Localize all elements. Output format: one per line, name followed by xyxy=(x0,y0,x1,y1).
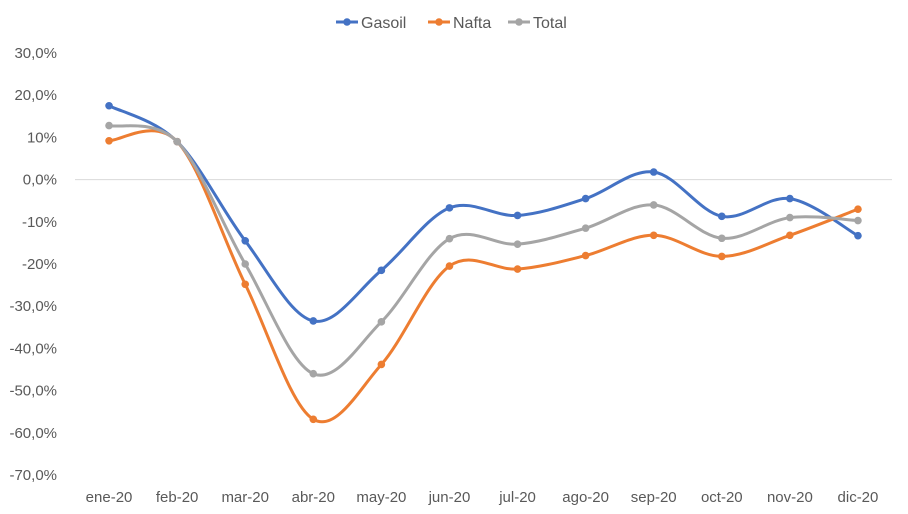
data-point xyxy=(581,224,590,232)
data-point xyxy=(105,136,113,145)
data-point xyxy=(649,231,658,240)
legend-marker xyxy=(343,18,351,26)
data-point xyxy=(377,360,386,369)
legend-item-total: Total xyxy=(508,15,567,32)
data-point xyxy=(445,234,454,243)
data-point xyxy=(581,194,590,203)
x-tick-label: abr-20 xyxy=(292,489,335,506)
x-axis: ene-20 feb-20 mar-20 abr-20 may-20 jun-20 jul-… xyxy=(86,489,879,506)
data-point xyxy=(786,213,794,222)
data-point xyxy=(786,231,794,240)
x-tick-label: ago-20 xyxy=(562,489,609,506)
data-point xyxy=(445,204,454,212)
x-tick-label: mar-20 xyxy=(221,489,269,506)
data-point xyxy=(854,205,862,213)
data-point xyxy=(649,201,658,209)
data-point xyxy=(854,231,862,240)
series-line-gasoil xyxy=(107,104,860,323)
series-layer xyxy=(105,101,862,424)
series-line-nafta xyxy=(107,129,860,424)
y-tick-label: -20% xyxy=(22,256,57,273)
y-tick-label: -40,0% xyxy=(9,340,57,357)
x-tick-label: nov-20 xyxy=(767,489,813,506)
x-tick-label: dic-20 xyxy=(838,489,879,506)
y-axis: 30,0% 20,0% 10% 0,0% -10% -20% -30,0% -40,0% -50… xyxy=(9,45,892,484)
data-point xyxy=(513,265,522,273)
data-point xyxy=(309,369,318,378)
data-point xyxy=(854,216,862,225)
y-tick-label: 20,0% xyxy=(14,87,57,104)
y-tick-label: 30,0% xyxy=(14,45,57,62)
data-point xyxy=(513,211,522,220)
y-tick-label: 0,0% xyxy=(23,172,57,189)
legend-item-nafta: Nafta xyxy=(428,15,491,32)
data-point xyxy=(513,240,522,248)
y-tick-label: -30,0% xyxy=(9,298,57,315)
y-tick-label: -70,0% xyxy=(9,467,57,484)
y-tick-label: -10% xyxy=(22,214,57,231)
data-point xyxy=(377,266,386,275)
data-point xyxy=(717,212,726,221)
series-nafta xyxy=(105,129,862,424)
x-tick-label: may-20 xyxy=(356,489,406,506)
data-point xyxy=(786,194,794,203)
data-point xyxy=(717,252,726,261)
data-point xyxy=(105,121,113,130)
data-point xyxy=(241,260,250,268)
legend-item-gasoil: Gasoil xyxy=(336,15,406,32)
data-point xyxy=(717,234,726,243)
legend-label: Total xyxy=(533,15,567,32)
data-point xyxy=(309,415,318,424)
legend-label: Nafta xyxy=(453,15,491,32)
data-point xyxy=(241,280,250,289)
x-tick-label: sep-20 xyxy=(631,489,677,506)
series-line-total xyxy=(107,124,860,377)
data-point xyxy=(377,318,386,326)
legend-label: Gasoil xyxy=(361,15,406,32)
x-tick-label: jun-20 xyxy=(428,489,471,506)
legend-marker xyxy=(515,18,523,26)
y-tick-label: 10% xyxy=(27,129,57,146)
x-tick-label: oct-20 xyxy=(701,489,743,506)
data-point xyxy=(241,236,250,245)
data-point xyxy=(309,317,318,325)
series-total xyxy=(105,121,862,378)
x-tick-label: jul-20 xyxy=(498,489,536,506)
legend: Gasoil Nafta Total xyxy=(336,15,567,32)
legend-marker xyxy=(435,18,443,26)
data-point xyxy=(581,251,590,260)
data-point xyxy=(445,262,454,270)
data-point xyxy=(173,137,181,146)
data-point xyxy=(105,101,113,110)
x-tick-label: feb-20 xyxy=(156,489,199,506)
x-tick-label: ene-20 xyxy=(86,489,133,506)
y-tick-label: -60,0% xyxy=(9,425,57,442)
y-tick-label: -50,0% xyxy=(9,383,57,400)
data-point xyxy=(649,168,658,176)
